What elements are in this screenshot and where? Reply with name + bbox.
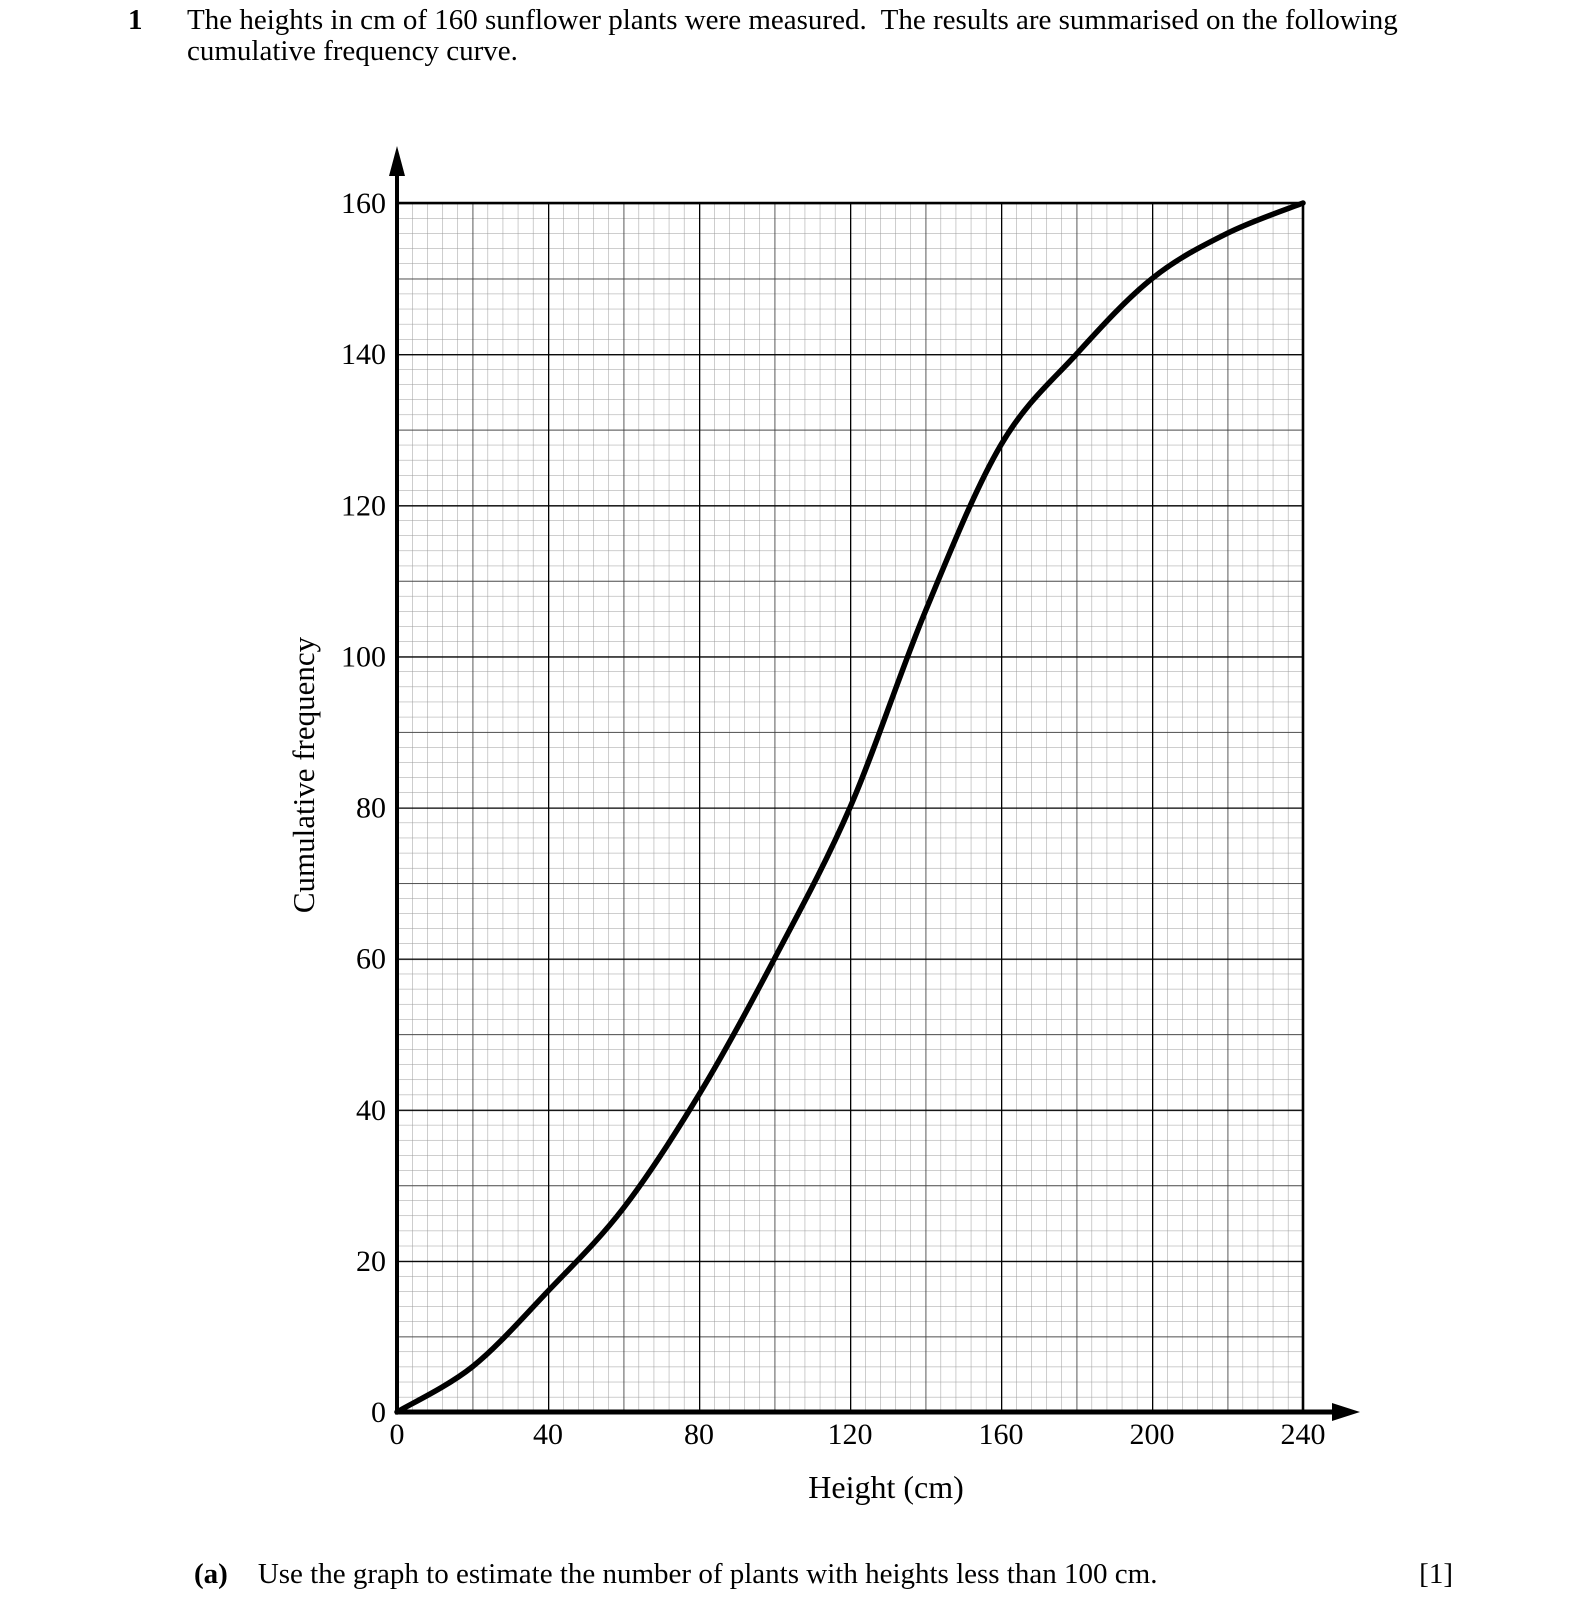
x-tick-label: 40 (533, 1418, 563, 1451)
y-tick-label: 120 (341, 489, 386, 522)
part-a-marks: [1] (1419, 1558, 1453, 1590)
y-tick-label: 100 (341, 640, 386, 673)
y-tick-label: 60 (356, 943, 386, 976)
x-tick-label: 80 (684, 1418, 714, 1451)
y-tick-label: 140 (341, 338, 386, 371)
y-tick-label: 40 (356, 1094, 386, 1127)
x-axis-arrowhead-icon (1332, 1403, 1360, 1421)
question-number: 1 (128, 4, 143, 36)
x-tick-label: 0 (390, 1418, 405, 1451)
part-a-row: (a) Use the graph to estimate the number… (194, 1558, 1453, 1590)
y-tick-label: 20 (356, 1245, 386, 1278)
y-tick-label: 0 (371, 1396, 386, 1429)
part-a-text: Use the graph to estimate the number of … (257, 1558, 1158, 1590)
x-tick-label: 160 (979, 1418, 1024, 1451)
x-axis-title: Height (cm) (808, 1469, 964, 1505)
cumulative-frequency-curve (394, 200, 1306, 1415)
y-tick-label: 160 (341, 187, 386, 220)
y-axis-arrowhead-icon (389, 146, 405, 176)
part-a-label: (a) (194, 1558, 228, 1590)
x-tick-label: 240 (1281, 1418, 1326, 1451)
x-axis-tick-labels: 0 40 80 120 160 200 240 (390, 1418, 1326, 1451)
x-tick-label: 120 (828, 1418, 873, 1451)
question-text: The heights in cm of 160 sunflower plant… (187, 4, 1405, 67)
y-tick-label: 80 (356, 792, 386, 825)
x-tick-label: 200 (1130, 1418, 1175, 1451)
y-axis-tick-labels: 0 20 40 60 80 100 120 140 160 (341, 187, 386, 1429)
y-axis-title: Cumulative frequency (286, 636, 321, 913)
